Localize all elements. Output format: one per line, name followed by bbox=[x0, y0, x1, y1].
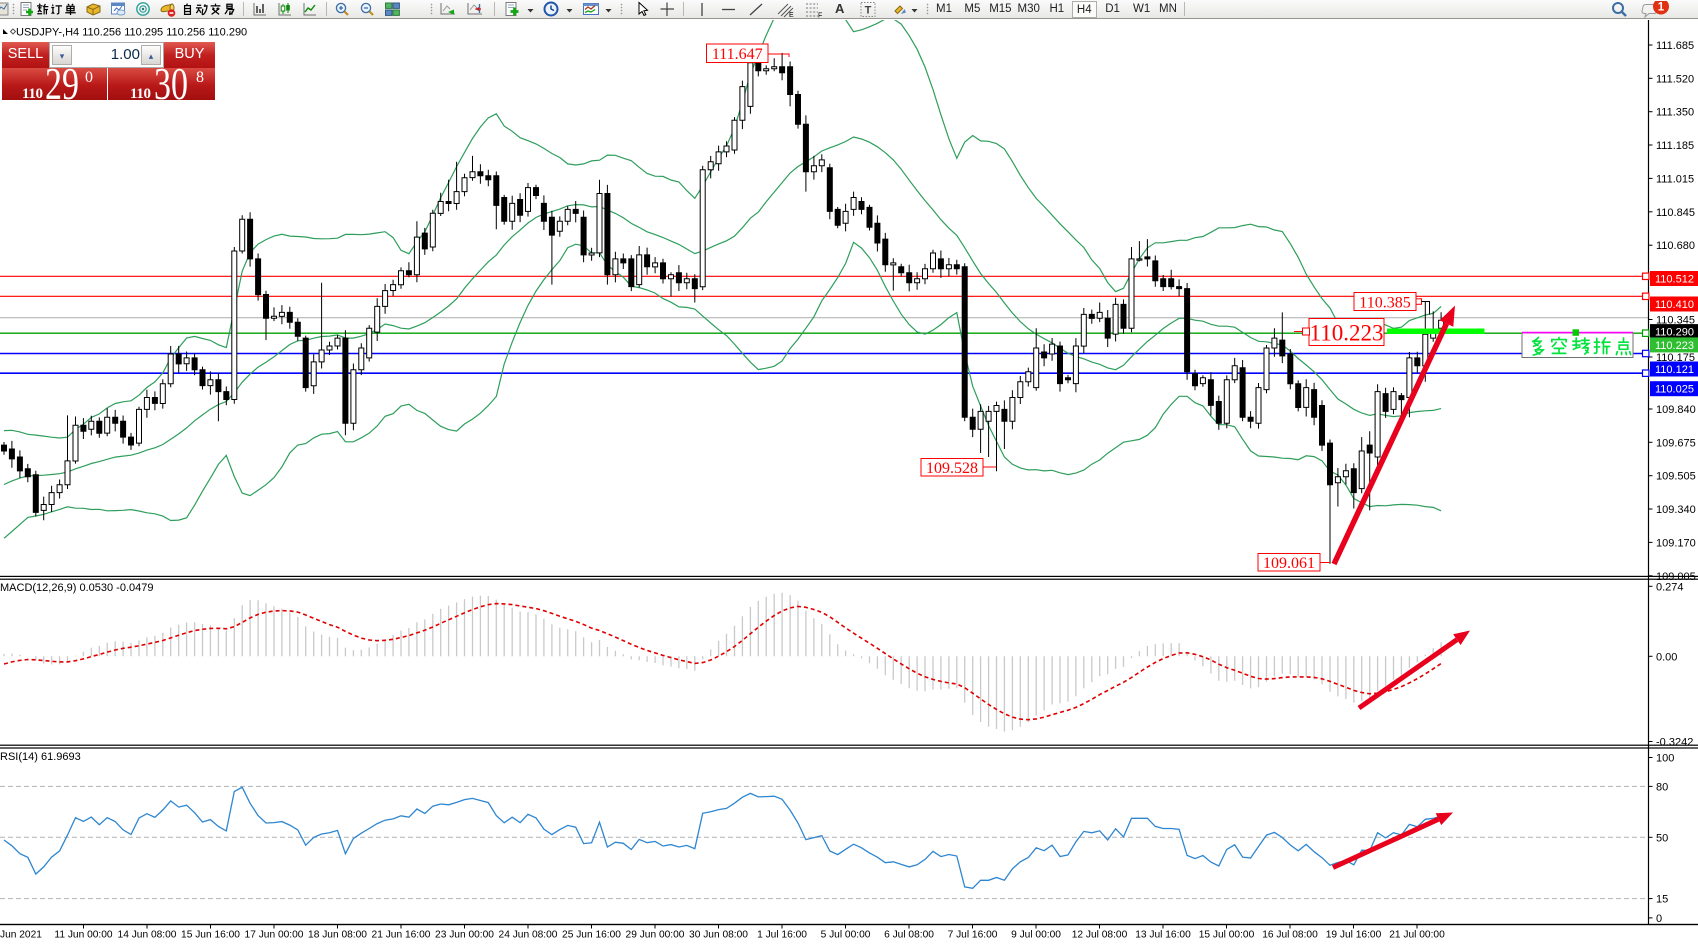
svg-text:110: 110 bbox=[130, 86, 151, 100]
svg-text:29: 29 bbox=[45, 68, 79, 100]
svg-text:29 Jun 00:00: 29 Jun 00:00 bbox=[626, 930, 685, 941]
svg-text:110.845: 110.845 bbox=[1656, 207, 1695, 219]
svg-text:0.274: 0.274 bbox=[1656, 581, 1684, 593]
svg-text:18 Jun 08:00: 18 Jun 08:00 bbox=[308, 930, 367, 941]
svg-text:109.170: 109.170 bbox=[1656, 537, 1696, 549]
svg-text:109.840: 109.840 bbox=[1656, 404, 1696, 416]
svg-text:80: 80 bbox=[1656, 781, 1668, 793]
svg-text:11 Jun 00:00: 11 Jun 00:00 bbox=[54, 930, 112, 941]
svg-text:110.223: 110.223 bbox=[1310, 320, 1384, 345]
svg-text:0: 0 bbox=[85, 69, 93, 86]
svg-text:110.025: 110.025 bbox=[1655, 384, 1694, 396]
svg-text:109.528: 109.528 bbox=[926, 460, 978, 477]
svg-text:MACD(12,26,9) 0.0530 -0.0479: MACD(12,26,9) 0.0530 -0.0479 bbox=[0, 582, 153, 594]
svg-text:17 Jun 00:00: 17 Jun 00:00 bbox=[245, 930, 304, 941]
svg-text:21 Jun 16:00: 21 Jun 16:00 bbox=[372, 930, 431, 941]
svg-text:110.121: 110.121 bbox=[1655, 364, 1694, 376]
svg-text:T: T bbox=[865, 5, 872, 17]
svg-text:E: E bbox=[789, 12, 794, 18]
svg-text:110.345: 110.345 bbox=[1656, 315, 1695, 327]
svg-text:15 Jun 16:00: 15 Jun 16:00 bbox=[181, 930, 240, 941]
svg-text:12 Jul 08:00: 12 Jul 08:00 bbox=[1072, 930, 1128, 941]
svg-text:110.410: 110.410 bbox=[1655, 299, 1694, 311]
svg-text:7 Jul 16:00: 7 Jul 16:00 bbox=[948, 930, 998, 941]
svg-text:5 Jul 00:00: 5 Jul 00:00 bbox=[821, 930, 871, 941]
svg-text:109.340: 109.340 bbox=[1656, 504, 1696, 516]
svg-text:9 Jul 00:00: 9 Jul 00:00 bbox=[1011, 930, 1061, 941]
svg-text:1: 1 bbox=[1658, 2, 1665, 14]
svg-text:8: 8 bbox=[196, 69, 204, 86]
svg-text:Jun 2021: Jun 2021 bbox=[0, 930, 42, 941]
svg-text:13 Jul 16:00: 13 Jul 16:00 bbox=[1135, 930, 1191, 941]
svg-text:0: 0 bbox=[1656, 913, 1662, 925]
svg-text:109.675: 109.675 bbox=[1656, 437, 1696, 449]
svg-text:110.223: 110.223 bbox=[1655, 340, 1694, 352]
svg-text:110.512: 110.512 bbox=[1655, 274, 1694, 286]
svg-text:15 Jul 00:00: 15 Jul 00:00 bbox=[1199, 930, 1255, 941]
svg-text:111.185: 111.185 bbox=[1656, 140, 1694, 152]
svg-text:19 Jul 16:00: 19 Jul 16:00 bbox=[1326, 930, 1382, 941]
svg-text:110.175: 110.175 bbox=[1656, 352, 1695, 364]
svg-text:111.647: 111.647 bbox=[712, 46, 763, 63]
svg-text:111.015: 111.015 bbox=[1656, 173, 1694, 185]
svg-text:109.005: 109.005 bbox=[1656, 571, 1696, 583]
svg-text:111.520: 111.520 bbox=[1656, 73, 1694, 85]
svg-text:109.061: 109.061 bbox=[1263, 555, 1315, 572]
svg-text:23 Jun 00:00: 23 Jun 00:00 bbox=[435, 930, 494, 941]
svg-text:16 Jul 08:00: 16 Jul 08:00 bbox=[1262, 930, 1318, 941]
svg-text:110.385: 110.385 bbox=[1359, 294, 1410, 311]
svg-text:0.00: 0.00 bbox=[1656, 651, 1677, 663]
svg-text:110.680: 110.680 bbox=[1656, 240, 1695, 252]
svg-text:100: 100 bbox=[1656, 753, 1674, 765]
svg-text:30: 30 bbox=[154, 68, 188, 100]
svg-text:30 Jun 08:00: 30 Jun 08:00 bbox=[689, 930, 748, 941]
svg-text:F: F bbox=[818, 13, 822, 19]
svg-text:14 Jun 08:00: 14 Jun 08:00 bbox=[118, 930, 177, 941]
svg-text:109.505: 109.505 bbox=[1656, 471, 1696, 483]
svg-text:1 Jul 16:00: 1 Jul 16:00 bbox=[757, 930, 807, 941]
svg-text:USDJPY-,H4 110.256 110.295 11: USDJPY-,H4 110.256 110.295 110.256 110.2… bbox=[16, 27, 247, 39]
svg-text:111.350: 111.350 bbox=[1656, 107, 1694, 119]
svg-text:111.685: 111.685 bbox=[1656, 40, 1694, 52]
svg-text:15: 15 bbox=[1656, 894, 1668, 906]
svg-text:50: 50 bbox=[1656, 832, 1668, 844]
svg-text:24 Jun 08:00: 24 Jun 08:00 bbox=[499, 930, 558, 941]
svg-text:110.290: 110.290 bbox=[1655, 327, 1694, 339]
svg-text:25 Jun 16:00: 25 Jun 16:00 bbox=[562, 930, 621, 941]
svg-text:-0.3242: -0.3242 bbox=[1656, 737, 1693, 749]
svg-text:21 Jul 00:00: 21 Jul 00:00 bbox=[1389, 930, 1445, 941]
svg-text:110: 110 bbox=[22, 86, 43, 100]
svg-text:RSI(14) 61.9693: RSI(14) 61.9693 bbox=[0, 751, 81, 763]
svg-text:6 Jul 08:00: 6 Jul 08:00 bbox=[884, 930, 934, 941]
